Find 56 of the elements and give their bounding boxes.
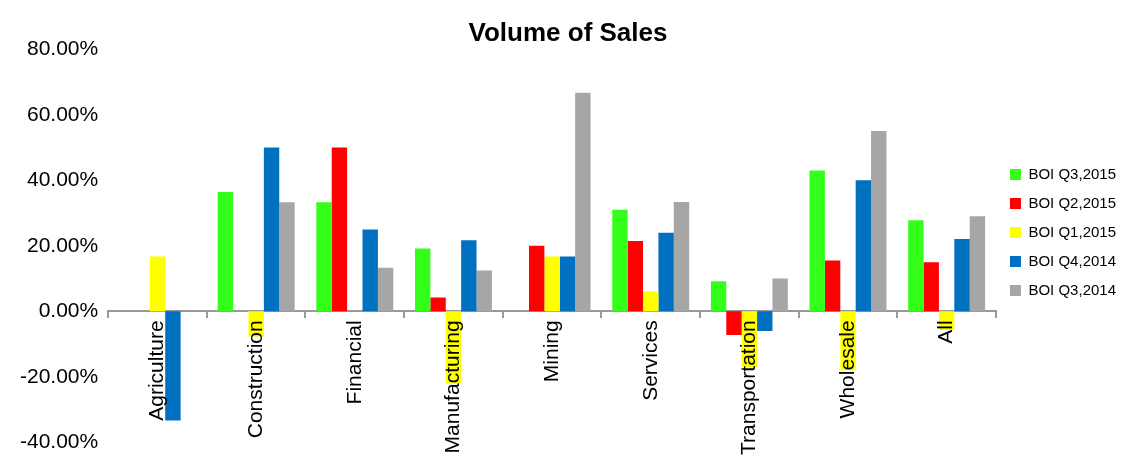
bar bbox=[673, 201, 690, 312]
bar bbox=[529, 245, 545, 312]
bar bbox=[149, 256, 166, 312]
x-tick-label: Services bbox=[637, 320, 661, 401]
x-tick-label: Construction bbox=[242, 320, 266, 439]
bar bbox=[430, 297, 446, 312]
bar bbox=[643, 291, 659, 312]
bar bbox=[461, 240, 477, 312]
y-tick-label: -40.00% bbox=[20, 429, 99, 453]
legend-label: BOI Q4,2014 bbox=[1028, 251, 1117, 269]
chart-title: Volume of Sales bbox=[468, 16, 668, 47]
bar bbox=[627, 240, 644, 312]
bar bbox=[331, 147, 348, 312]
bar bbox=[316, 202, 332, 312]
x-tick-label: Agriculture bbox=[144, 320, 168, 421]
bar bbox=[757, 311, 773, 331]
y-tick-label: 40.00% bbox=[26, 167, 99, 191]
bar bbox=[165, 311, 181, 421]
y-tick-label: 20.00% bbox=[26, 232, 99, 256]
legend-label: BOI Q2,2015 bbox=[1028, 193, 1117, 211]
bar bbox=[612, 209, 628, 312]
bar bbox=[575, 92, 591, 312]
y-tick-label: 80.00% bbox=[26, 36, 99, 59]
bar bbox=[726, 311, 742, 335]
x-tick-label: Transportation bbox=[736, 320, 760, 455]
bar bbox=[908, 220, 924, 312]
legend-label: BOI Q1,2015 bbox=[1028, 222, 1117, 240]
y-tick-label: 60.00% bbox=[26, 101, 99, 125]
bar bbox=[658, 232, 674, 312]
x-tick-label: All bbox=[933, 320, 957, 344]
bar bbox=[855, 180, 872, 312]
bar bbox=[476, 270, 492, 312]
bar bbox=[559, 256, 576, 312]
y-tick-label: 0.00% bbox=[38, 298, 99, 322]
bar bbox=[377, 267, 394, 312]
bar bbox=[772, 278, 788, 312]
x-tick-label: Financial bbox=[341, 320, 365, 405]
bar bbox=[710, 281, 727, 312]
bar bbox=[362, 229, 378, 312]
y-tick-label: -20.00% bbox=[20, 363, 99, 387]
bar bbox=[217, 192, 234, 312]
legend-label: BOI Q3,2014 bbox=[1028, 280, 1117, 298]
bar bbox=[954, 238, 970, 312]
x-tick-label: Manufacturing bbox=[440, 320, 464, 454]
bar bbox=[923, 262, 939, 312]
x-tick-label: Wholesale bbox=[834, 320, 858, 419]
legend-label: BOI Q3,2015 bbox=[1028, 164, 1117, 182]
bar bbox=[263, 147, 280, 312]
bar bbox=[279, 202, 295, 312]
bar bbox=[414, 248, 431, 312]
bar bbox=[824, 260, 841, 312]
bar bbox=[871, 131, 887, 312]
bar bbox=[969, 216, 986, 312]
bar bbox=[809, 170, 825, 312]
bar bbox=[544, 256, 560, 312]
x-tick-label: Mining bbox=[538, 320, 562, 383]
